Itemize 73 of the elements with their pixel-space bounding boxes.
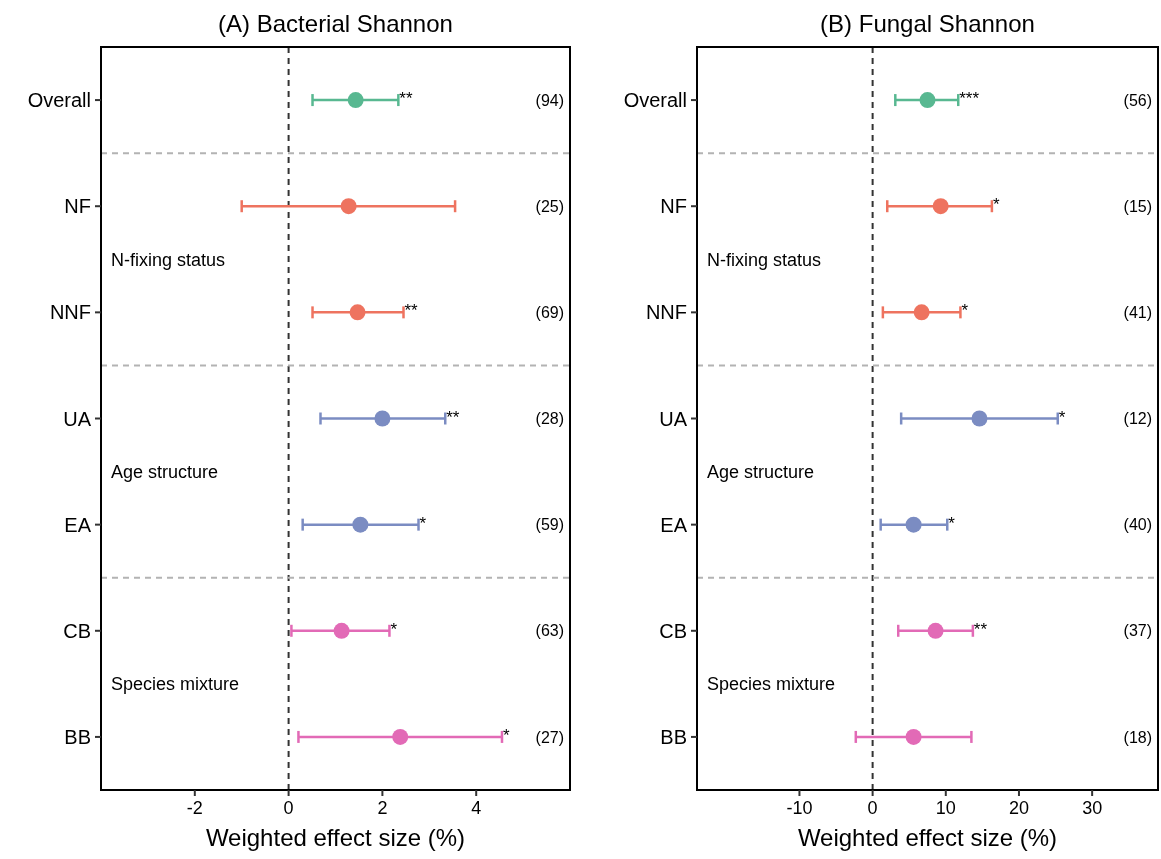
point (971, 410, 988, 427)
annotation: Age structure (111, 461, 219, 482)
x-tick-label: 0 (283, 798, 294, 818)
annotation: ** (404, 301, 419, 321)
annotation: ** (973, 619, 988, 639)
annotation: (56) (1123, 91, 1152, 109)
point (927, 622, 944, 639)
annotation: (15) (1123, 197, 1152, 215)
x-tick-label: 2 (377, 798, 388, 818)
y-tick-label: NF (64, 195, 91, 218)
annotation: (25) (535, 197, 564, 215)
annotation: * (948, 513, 956, 533)
annotation: (69) (535, 303, 564, 321)
annotation: ** (399, 89, 413, 109)
point (374, 410, 391, 427)
y-tick-label: UA (659, 407, 688, 430)
x-tick-label: 10 (935, 798, 956, 818)
x-tick-label: 30 (1082, 798, 1103, 818)
point (333, 622, 350, 639)
annotation: * (502, 725, 510, 745)
y-tick-label: EA (64, 513, 92, 536)
annotation: ** (446, 407, 460, 427)
x-tick-label: 20 (1008, 798, 1029, 818)
x-tick-label: -2 (186, 798, 203, 818)
annotation: (40) (1123, 516, 1152, 534)
annotation: N-fixing status (111, 249, 226, 270)
annotation: (63) (535, 622, 564, 640)
annotation: Species mixture (707, 674, 836, 695)
x-axis-title: Weighted effect size (%) (205, 824, 466, 851)
y-tick-label: NF (660, 195, 687, 218)
point (919, 92, 936, 109)
annotation: (37) (1123, 622, 1152, 640)
chart-title: (B) Fungal Shannon (820, 10, 1035, 37)
y-tick-label: CB (63, 619, 91, 642)
point (905, 516, 922, 533)
annotation: (28) (535, 410, 564, 428)
y-tick-label: BB (660, 725, 687, 748)
y-tick-label: NNF (49, 301, 91, 324)
annotation: (12) (1123, 410, 1152, 428)
x-tick-label: -10 (786, 798, 813, 818)
point (340, 198, 357, 215)
chart-title: (A) Bacterial Shannon (218, 10, 453, 37)
point (913, 304, 930, 321)
point (905, 728, 922, 745)
annotation: Age structure (707, 461, 815, 482)
annotation: (18) (1123, 728, 1152, 746)
annotation: (41) (1123, 303, 1152, 321)
annotation: Species mixture (111, 674, 240, 695)
point (932, 198, 949, 215)
y-tick-label: NNF (645, 301, 687, 324)
annotation: * (1058, 407, 1066, 427)
point (347, 92, 364, 109)
annotation: (94) (535, 91, 564, 109)
x-tick-label: 0 (867, 798, 878, 818)
point (352, 516, 369, 533)
y-tick-label: Overall (623, 89, 687, 112)
annotation: * (419, 513, 427, 533)
annotation: (59) (535, 516, 564, 534)
y-tick-label: CB (659, 619, 687, 642)
point (392, 728, 409, 745)
annotation: * (961, 301, 969, 321)
y-tick-label: EA (660, 513, 688, 536)
annotation: * (390, 619, 398, 639)
point (349, 304, 366, 321)
y-tick-label: BB (64, 725, 91, 748)
y-tick-label: UA (63, 407, 92, 430)
x-axis-title: Weighted effect size (%) (797, 824, 1058, 851)
y-tick-label: Overall (27, 89, 91, 112)
annotation: N-fixing status (707, 249, 822, 270)
annotation: * (992, 195, 1000, 215)
x-tick-label: 4 (471, 798, 482, 818)
annotation: *** (959, 89, 980, 109)
annotation: (27) (535, 728, 564, 746)
